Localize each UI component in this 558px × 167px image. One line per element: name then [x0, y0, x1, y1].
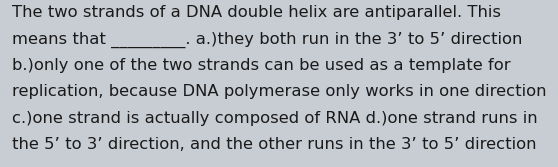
Text: replication, because DNA polymerase only works in one direction: replication, because DNA polymerase only… — [12, 84, 547, 99]
Text: b.)only one of the two strands can be used as a template for: b.)only one of the two strands can be us… — [12, 58, 511, 73]
Text: means that _________. a.)they both run in the 3’ to 5’ direction: means that _________. a.)they both run i… — [12, 31, 523, 48]
Text: the 5’ to 3’ direction, and the other runs in the 3’ to 5’ direction: the 5’ to 3’ direction, and the other ru… — [12, 137, 537, 152]
Text: The two strands of a DNA double helix are antiparallel. This: The two strands of a DNA double helix ar… — [12, 5, 501, 20]
Text: c.)one strand is actually composed of RNA d.)one strand runs in: c.)one strand is actually composed of RN… — [12, 111, 538, 126]
